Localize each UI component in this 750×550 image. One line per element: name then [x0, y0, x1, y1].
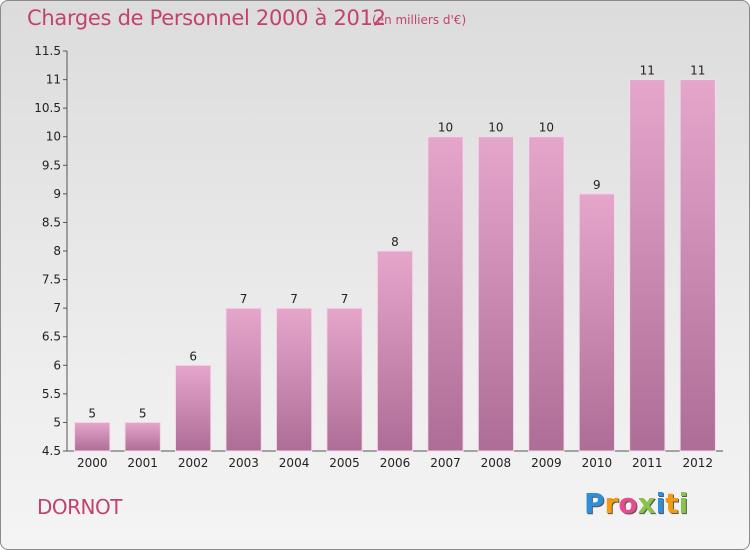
bars [74, 79, 716, 452]
x-tick-label-2008: 2008 [481, 456, 512, 470]
x-tick-label-2006: 2006 [380, 456, 411, 470]
y-tick-label: 7.5 [42, 273, 61, 287]
y-tick-label: 8 [53, 244, 61, 258]
y-tick-label: 5 [53, 415, 61, 429]
y-tick-label: 10 [46, 130, 61, 144]
bar-2006 [376, 250, 414, 452]
value-label-2012: 11 [690, 64, 705, 78]
bar-2003 [225, 307, 262, 452]
bar-2012 [679, 79, 716, 452]
y-tick-label: 9 [53, 187, 61, 201]
value-label-2000: 5 [88, 406, 96, 420]
y-tick-label: 4.5 [42, 444, 61, 458]
y-tick-label: 9.5 [42, 158, 61, 172]
value-label-2011: 11 [640, 64, 655, 78]
y-tick-label: 7 [53, 301, 61, 315]
y-tick-label: 11.5 [34, 44, 61, 58]
bar-2007 [427, 136, 464, 452]
proxiti-logo: Proxiti [584, 487, 689, 520]
x-tick-label-2005: 2005 [329, 456, 360, 470]
x-tick-label-2011: 2011 [632, 456, 663, 470]
x-tick-label-2012: 2012 [682, 456, 713, 470]
bar-2011 [629, 79, 666, 452]
value-label-2009: 10 [539, 121, 554, 135]
value-label-2010: 9 [593, 178, 601, 192]
y-axis: 4.5 5 5.5 6 6.5 7 7.5 8 8.5 9 9.5 10 10.5 11 11.5 [34, 44, 68, 458]
x-tick-label-2000: 2000 [77, 456, 108, 470]
chart-title: Charges de Personnel 2000 à 2012 [27, 6, 386, 30]
y-tick-label: 6 [53, 358, 61, 372]
value-label-2001: 5 [139, 406, 147, 420]
x-axis: 2000 2001 2002 2003 2004 2005 2006 2007 2008 2009… [67, 450, 723, 470]
chart-subtitle: (en milliers d'€) [372, 13, 467, 27]
value-label-2005: 7 [341, 292, 349, 306]
value-label-2003: 7 [240, 292, 248, 306]
bar-2008 [477, 136, 515, 452]
value-label-2006: 8 [391, 235, 399, 249]
bar-2004 [275, 307, 313, 452]
y-tick-label: 5.5 [42, 387, 61, 401]
bar-2000 [74, 421, 111, 452]
bar-2009 [528, 136, 565, 452]
value-label-2004: 7 [290, 292, 298, 306]
value-label-2008: 10 [488, 121, 503, 135]
x-tick-label-2009: 2009 [531, 456, 562, 470]
x-tick-label-2003: 2003 [228, 456, 259, 470]
bar-2005 [326, 307, 363, 452]
bar-2002 [174, 364, 212, 452]
y-tick-label: 8.5 [42, 215, 61, 229]
x-tick-label-2007: 2007 [430, 456, 461, 470]
x-tick-label-2002: 2002 [178, 456, 209, 470]
value-labels: 5 5 6 7 7 7 8 10 10 10 9 11 11 [88, 64, 705, 421]
y-tick-label: 11 [46, 73, 61, 87]
value-label-2007: 10 [438, 121, 453, 135]
commune-name: DORNOT [37, 495, 122, 519]
y-tick-label: 10.5 [34, 101, 61, 115]
x-tick-label-2010: 2010 [582, 456, 613, 470]
y-tick-label: 6.5 [42, 330, 61, 344]
value-label-2002: 6 [189, 349, 197, 363]
x-tick-label-2004: 2004 [279, 456, 310, 470]
bar-2010 [578, 193, 616, 452]
bar-2001 [124, 421, 161, 452]
x-tick-label-2001: 2001 [127, 456, 158, 470]
